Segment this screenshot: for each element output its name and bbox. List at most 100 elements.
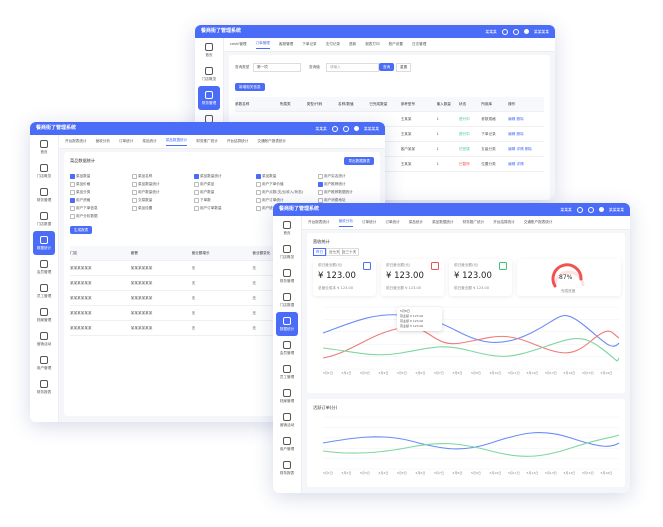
checkbox[interactable] [132,182,137,187]
icon-button[interactable] [342,125,349,132]
tab[interactable]: 开台结算统计 [226,139,249,143]
tooltip: 5月8日 营业额 ¥ 123.00 营业额 ¥ 123.00 营业额 ¥ 123.00 [397,307,442,331]
nav-item[interactable]: 门店数据 [273,288,301,312]
range-toggle[interactable]: 近七天 [326,248,343,256]
nav-item[interactable]: 营销活动 [30,327,58,351]
checkbox[interactable] [194,198,199,203]
tab[interactable]: 日志管理 [411,42,427,46]
nav-item[interactable]: 财务报表 [30,375,58,399]
nav-item[interactable]: 财务管理 [273,264,301,288]
checkbox[interactable] [70,198,75,203]
tab[interactable]: 订单统计 [361,220,377,224]
checkbox[interactable] [132,206,137,211]
nav-item[interactable]: 财务报表 [273,456,301,480]
tab[interactable]: 财务推广统计 [196,139,218,143]
nav-item[interactable]: 门店概览 [273,240,301,264]
gauge-track [553,270,585,287]
tab[interactable]: 退款 [349,42,357,46]
nav-item[interactable]: 营销活动 [273,408,301,432]
checkbox[interactable] [318,182,323,187]
tab[interactable]: 财务推广统计 [462,220,485,224]
checkbox[interactable] [318,190,323,195]
nav-item[interactable]: 员工管理 [30,279,58,303]
tab[interactable]: 菜品统计 [142,139,157,143]
nav-item[interactable]: 首页 [195,38,223,62]
range-toggle[interactable]: 昨日 [313,248,327,256]
icon-button[interactable] [331,125,338,132]
checkbox[interactable] [256,206,261,211]
checkbox[interactable] [132,190,137,195]
export-button[interactable]: 导出数据报表 [344,157,374,165]
checkbox[interactable] [70,206,75,211]
tab[interactable]: 下单记录 [302,42,317,46]
nav-item[interactable]: 员工管理 [273,360,301,384]
tab[interactable]: 订单管理 [255,41,270,49]
tab[interactable]: 菜品统计 [408,220,424,224]
tab[interactable]: 报表打印 [365,42,380,46]
checkbox[interactable] [194,174,199,179]
tab[interactable]: 菜品数据统计 [432,220,454,224]
user-menu[interactable]: 某某某 [560,207,572,212]
checkbox[interactable] [132,198,137,203]
user-menu[interactable]: 某某某 [315,126,327,131]
tab[interactable]: 营收分析 [95,139,110,143]
range-toggle[interactable]: 近三十天 [339,248,360,256]
nav-item[interactable]: 数据统计 [276,312,298,336]
nav-item[interactable]: 财务管理 [198,86,220,110]
icon-button[interactable] [576,206,583,213]
nav-item[interactable]: 门店概览 [195,62,223,86]
checkbox[interactable] [70,214,75,219]
nav-item[interactable]: 用户管理 [30,351,58,375]
nav-item[interactable]: 首页 [30,135,58,159]
search-button[interactable]: 查询 [379,63,395,71]
icon-button[interactable] [512,28,519,35]
add-button[interactable]: 新增相关信息 [235,83,265,91]
gauge-label: 完成进度 [561,289,576,293]
nav-item[interactable]: 会员管理 [273,336,301,360]
user-menu[interactable]: 某某某 [485,29,497,34]
nav-item[interactable]: 档案管理 [30,303,58,327]
nav-item[interactable]: 数据统计 [33,231,55,255]
tab[interactable]: 交通账户报表统计 [523,220,553,224]
checkbox[interactable] [70,190,75,195]
tab[interactable]: 开台报表统计 [308,220,330,224]
tab[interactable]: 账户设置 [388,42,403,46]
nav-item[interactable]: 门店数据 [30,207,58,231]
checkbox[interactable] [256,174,261,179]
checkbox[interactable] [194,182,199,187]
checkbox-label: 用户消费地址 [324,197,346,202]
tab[interactable]: 营收分析 [338,219,353,227]
tab[interactable]: 订单统计 [118,139,134,143]
nav-item[interactable]: 档案管理 [273,384,301,408]
generate-button[interactable]: 生成报表 [70,226,93,234]
checkbox[interactable] [70,174,75,179]
tab[interactable]: 菜品数据统计 [165,138,188,146]
reset-button[interactable]: 重置 [396,63,412,72]
tab[interactable]: 交通账户报表统计 [257,139,287,143]
tab[interactable]: 开台结算统计 [493,220,515,224]
checkbox[interactable] [318,174,323,179]
checkbox[interactable] [318,198,323,203]
checkbox[interactable] [194,190,199,195]
tab[interactable]: 订单统计 [385,220,400,224]
search-input[interactable]: 请输入 [326,63,379,72]
checkbox[interactable] [256,198,261,203]
tab[interactable]: 开台报表统计 [65,139,87,143]
filter-select[interactable]: 第一项 [253,63,301,72]
checkbox[interactable] [194,206,199,211]
checkbox[interactable] [132,174,137,179]
x-axis-label: 5月8日 [452,471,463,475]
nav-item[interactable]: 门店概览 [30,159,58,183]
tab[interactable]: 客服管理 [278,42,294,46]
nav-item[interactable]: 会员管理 [30,255,58,279]
checkbox[interactable] [256,182,261,187]
tab[interactable]: 支付记录 [325,42,341,46]
nav-item[interactable]: 首页 [273,216,301,240]
nav-item[interactable]: 财务管理 [30,183,58,207]
nav-item[interactable]: 用户管理 [273,432,301,456]
checkbox[interactable] [256,190,261,195]
icon-button[interactable] [501,28,508,35]
tab[interactable]: ceshi管理 [230,42,247,46]
checkbox[interactable] [70,182,75,187]
icon-button[interactable] [587,206,594,213]
